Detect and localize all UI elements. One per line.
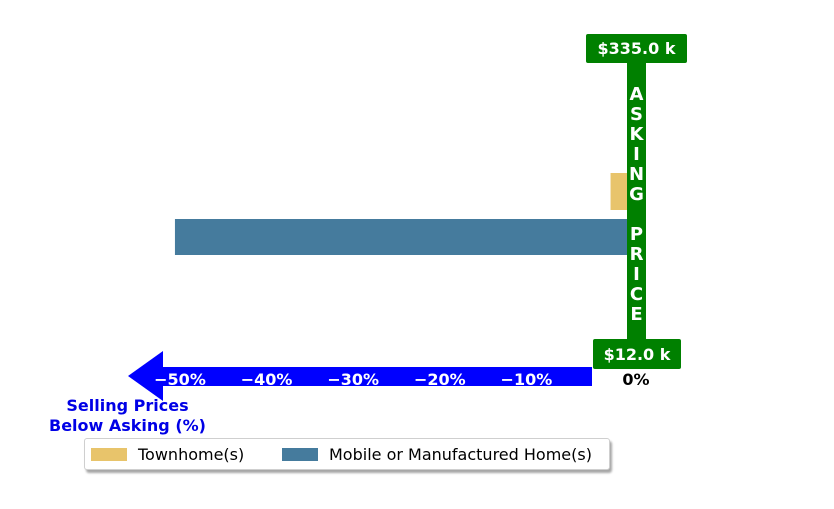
asking-price-letter: N <box>629 164 644 185</box>
x-tick-label: −50% <box>154 370 206 389</box>
bars <box>174 173 627 255</box>
x-tick-label: −10% <box>501 370 553 389</box>
legend-swatch-townhome <box>91 447 127 461</box>
x-tick-label: −30% <box>327 370 379 389</box>
asking-price-letter: K <box>630 124 645 145</box>
asking-price-top-label: $335.0 k <box>598 39 676 58</box>
asking-price-letter: C <box>630 284 643 305</box>
x-tick-label: −20% <box>414 370 466 389</box>
legend-item-townhome: Townhome(s) <box>91 439 244 469</box>
x-axis-arrow <box>128 351 592 401</box>
asking-price-letter: G <box>629 184 644 205</box>
asking-price-bottom-label: $12.0 k <box>604 345 671 364</box>
asking-price-letter: P <box>630 224 643 245</box>
x-axis-title: Selling Prices Below Asking (%) <box>30 396 225 436</box>
asking-price-bar <box>627 60 646 345</box>
asking-price-bottom-box <box>593 339 681 369</box>
legend-label-mobile-home: Mobile or Manufactured Home(s) <box>329 444 592 464</box>
asking-price-top-box <box>586 34 687 63</box>
bar-mobile-home <box>174 219 627 255</box>
asking-price-letter: R <box>630 244 644 265</box>
legend-label-townhome: Townhome(s) <box>138 444 245 464</box>
zero-tick-label: 0% <box>622 370 649 389</box>
x-axis-title-line-2: Below Asking (%) <box>49 416 206 435</box>
bar-townhome <box>610 173 627 210</box>
asking-price-letter: S <box>630 104 643 125</box>
asking-price-letter: A <box>630 84 644 105</box>
asking-price-letter: E <box>630 304 642 325</box>
x-axis-title-line-1: Selling Prices <box>66 396 189 415</box>
legend: Townhome(s) Mobile or Manufactured Home(… <box>84 438 610 470</box>
asking-price-letter: I <box>633 264 640 285</box>
asking-price-letter: I <box>633 144 640 165</box>
legend-swatch-mobile-home <box>282 447 318 461</box>
x-axis-ticks: −50% −40% −30% −20% −10% <box>154 370 552 389</box>
legend-item-mobile-home: Mobile or Manufactured Home(s) <box>282 439 592 469</box>
x-tick-label: −40% <box>241 370 293 389</box>
